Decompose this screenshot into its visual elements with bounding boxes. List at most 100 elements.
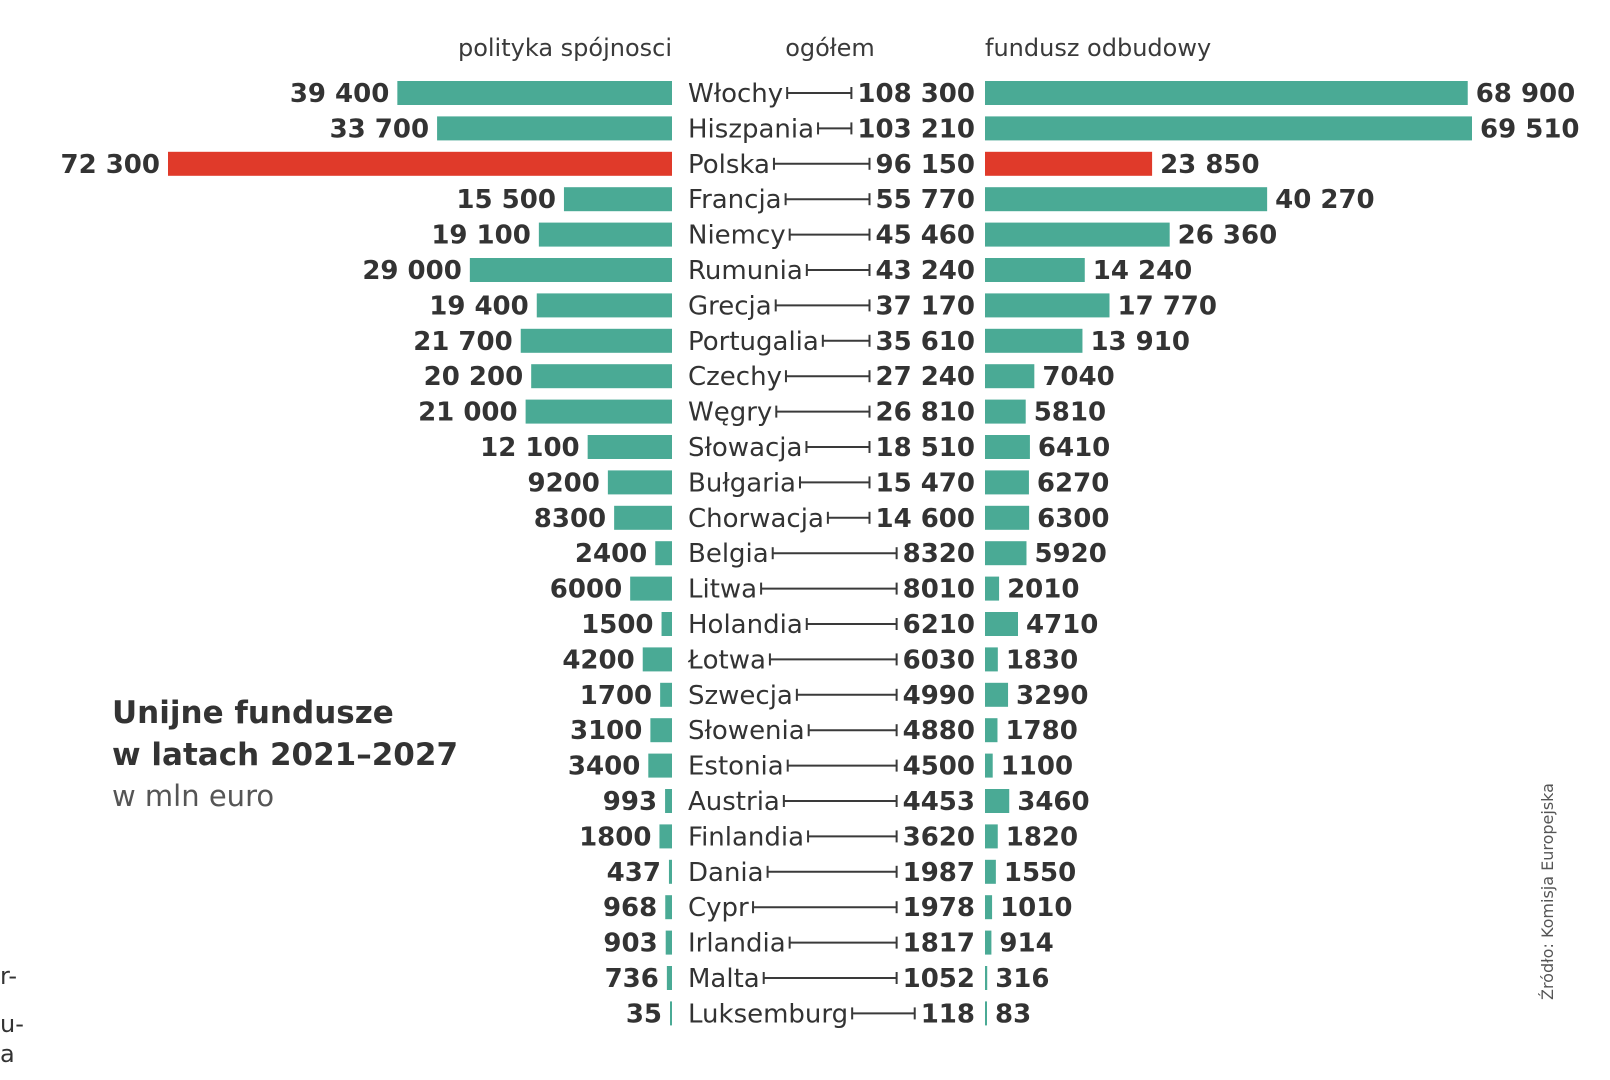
bar-cohesion — [538, 222, 672, 247]
bar-recovery — [985, 328, 1083, 353]
label-recovery: 7040 — [1042, 362, 1114, 392]
label-recovery: 5810 — [1034, 398, 1106, 428]
country-label: Estonia — [688, 752, 784, 782]
label-cohesion: 968 — [603, 893, 657, 923]
country-label: Rumunia — [688, 256, 803, 286]
bar-cohesion — [525, 399, 672, 424]
bar-recovery — [985, 647, 998, 672]
label-cohesion: 29 000 — [362, 256, 462, 286]
label-recovery: 316 — [995, 964, 1049, 994]
bar-recovery — [985, 435, 1030, 459]
label-cohesion: 8300 — [534, 504, 606, 534]
label-cohesion: 1800 — [579, 822, 651, 852]
bar-cohesion — [655, 541, 672, 566]
label-cohesion: 21 700 — [413, 327, 513, 357]
country-label: Portugalia — [688, 327, 819, 357]
label-cohesion: 39 400 — [290, 79, 390, 109]
label-total: 108 300 — [857, 79, 975, 109]
country-label: Polska — [688, 150, 770, 180]
label-total: 6210 — [903, 610, 975, 640]
bar-cohesion — [642, 647, 672, 672]
label-total: 4453 — [903, 787, 975, 817]
bar-cohesion — [520, 328, 672, 353]
country-label: Czechy — [688, 362, 782, 392]
bar-cohesion — [665, 789, 672, 813]
country-label: Cypr — [688, 893, 749, 923]
bar-recovery — [985, 541, 1027, 566]
label-cohesion: 2400 — [575, 539, 647, 569]
bar-recovery — [985, 187, 1268, 212]
bar-cohesion — [168, 151, 672, 176]
bar-cohesion — [607, 470, 672, 495]
edge-fragment: a — [0, 1040, 15, 1068]
bar-cohesion — [661, 612, 672, 636]
bar-recovery — [985, 505, 1030, 530]
label-cohesion: 3400 — [568, 752, 640, 782]
label-recovery: 1780 — [1005, 716, 1077, 746]
label-total: 3620 — [903, 822, 975, 852]
label-total: 1052 — [903, 964, 975, 994]
label-total: 43 240 — [875, 256, 975, 286]
label-recovery: 3460 — [1017, 787, 1089, 817]
bar-recovery — [985, 293, 1110, 318]
label-total: 27 240 — [875, 362, 975, 392]
country-label: Holandia — [688, 610, 803, 640]
label-total: 4990 — [903, 681, 975, 711]
bar-recovery — [985, 399, 1026, 424]
label-recovery: 1830 — [1006, 645, 1078, 675]
label-cohesion: 3100 — [570, 716, 642, 746]
label-cohesion: 21 000 — [418, 398, 518, 428]
label-total: 8320 — [903, 539, 975, 569]
label-cohesion: 19 100 — [431, 221, 531, 251]
bar-recovery — [985, 222, 1170, 247]
bar-recovery — [985, 470, 1029, 495]
country-label: Finlandia — [688, 822, 804, 852]
header-center: ogółem — [785, 34, 875, 62]
bar-cohesion — [665, 930, 672, 955]
label-cohesion: 437 — [607, 858, 661, 888]
country-label: Austria — [688, 787, 780, 817]
label-total: 6030 — [903, 645, 975, 675]
chart-title-line2: w latach 2021–2027 — [112, 737, 459, 773]
label-cohesion: 72 300 — [60, 150, 160, 180]
header-left: polityka spójnosci — [458, 34, 672, 62]
edge-fragment: u- — [0, 1010, 24, 1038]
label-cohesion: 1700 — [580, 681, 652, 711]
chart-rows: 39 400 68 900 Włochy 108 300 33 700 69 510 His… — [60, 79, 1579, 1029]
label-recovery: 914 — [999, 929, 1053, 959]
bar-recovery — [985, 151, 1153, 176]
label-recovery: 26 360 — [1178, 221, 1278, 251]
label-recovery: 1010 — [1000, 893, 1072, 923]
label-cohesion: 993 — [603, 787, 657, 817]
bar-cohesion — [536, 293, 672, 318]
bar-recovery — [985, 966, 988, 990]
label-total: 118 — [921, 999, 975, 1029]
label-recovery: 6270 — [1037, 468, 1109, 498]
bar-recovery — [985, 824, 998, 849]
label-cohesion: 6000 — [550, 575, 622, 605]
country-label: Słowacja — [688, 433, 802, 463]
country-label: Bułgaria — [688, 468, 796, 498]
label-cohesion: 35 — [626, 999, 662, 1029]
edge-fragment: r- — [0, 962, 17, 990]
label-total: 1987 — [903, 858, 975, 888]
bar-recovery — [985, 895, 993, 920]
country-label: Włochy — [688, 79, 783, 109]
label-cohesion: 903 — [603, 929, 657, 959]
bar-recovery — [985, 682, 1009, 707]
bar-cohesion — [469, 258, 672, 282]
label-cohesion: 15 500 — [456, 185, 556, 215]
label-recovery: 1100 — [1001, 752, 1073, 782]
label-total: 15 470 — [875, 468, 975, 498]
bar-cohesion — [668, 859, 672, 884]
country-label: Węgry — [688, 398, 772, 428]
source-note: Źródło: Komisja Europejska — [1538, 783, 1557, 1000]
label-total: 4880 — [903, 716, 975, 746]
label-total: 8010 — [903, 575, 975, 605]
label-recovery: 83 — [995, 999, 1031, 1029]
chart-title: Unijne fundusze — [112, 695, 394, 731]
bar-cohesion — [660, 682, 672, 707]
country-label: Luksemburg — [688, 999, 848, 1029]
bar-cohesion — [650, 718, 672, 743]
